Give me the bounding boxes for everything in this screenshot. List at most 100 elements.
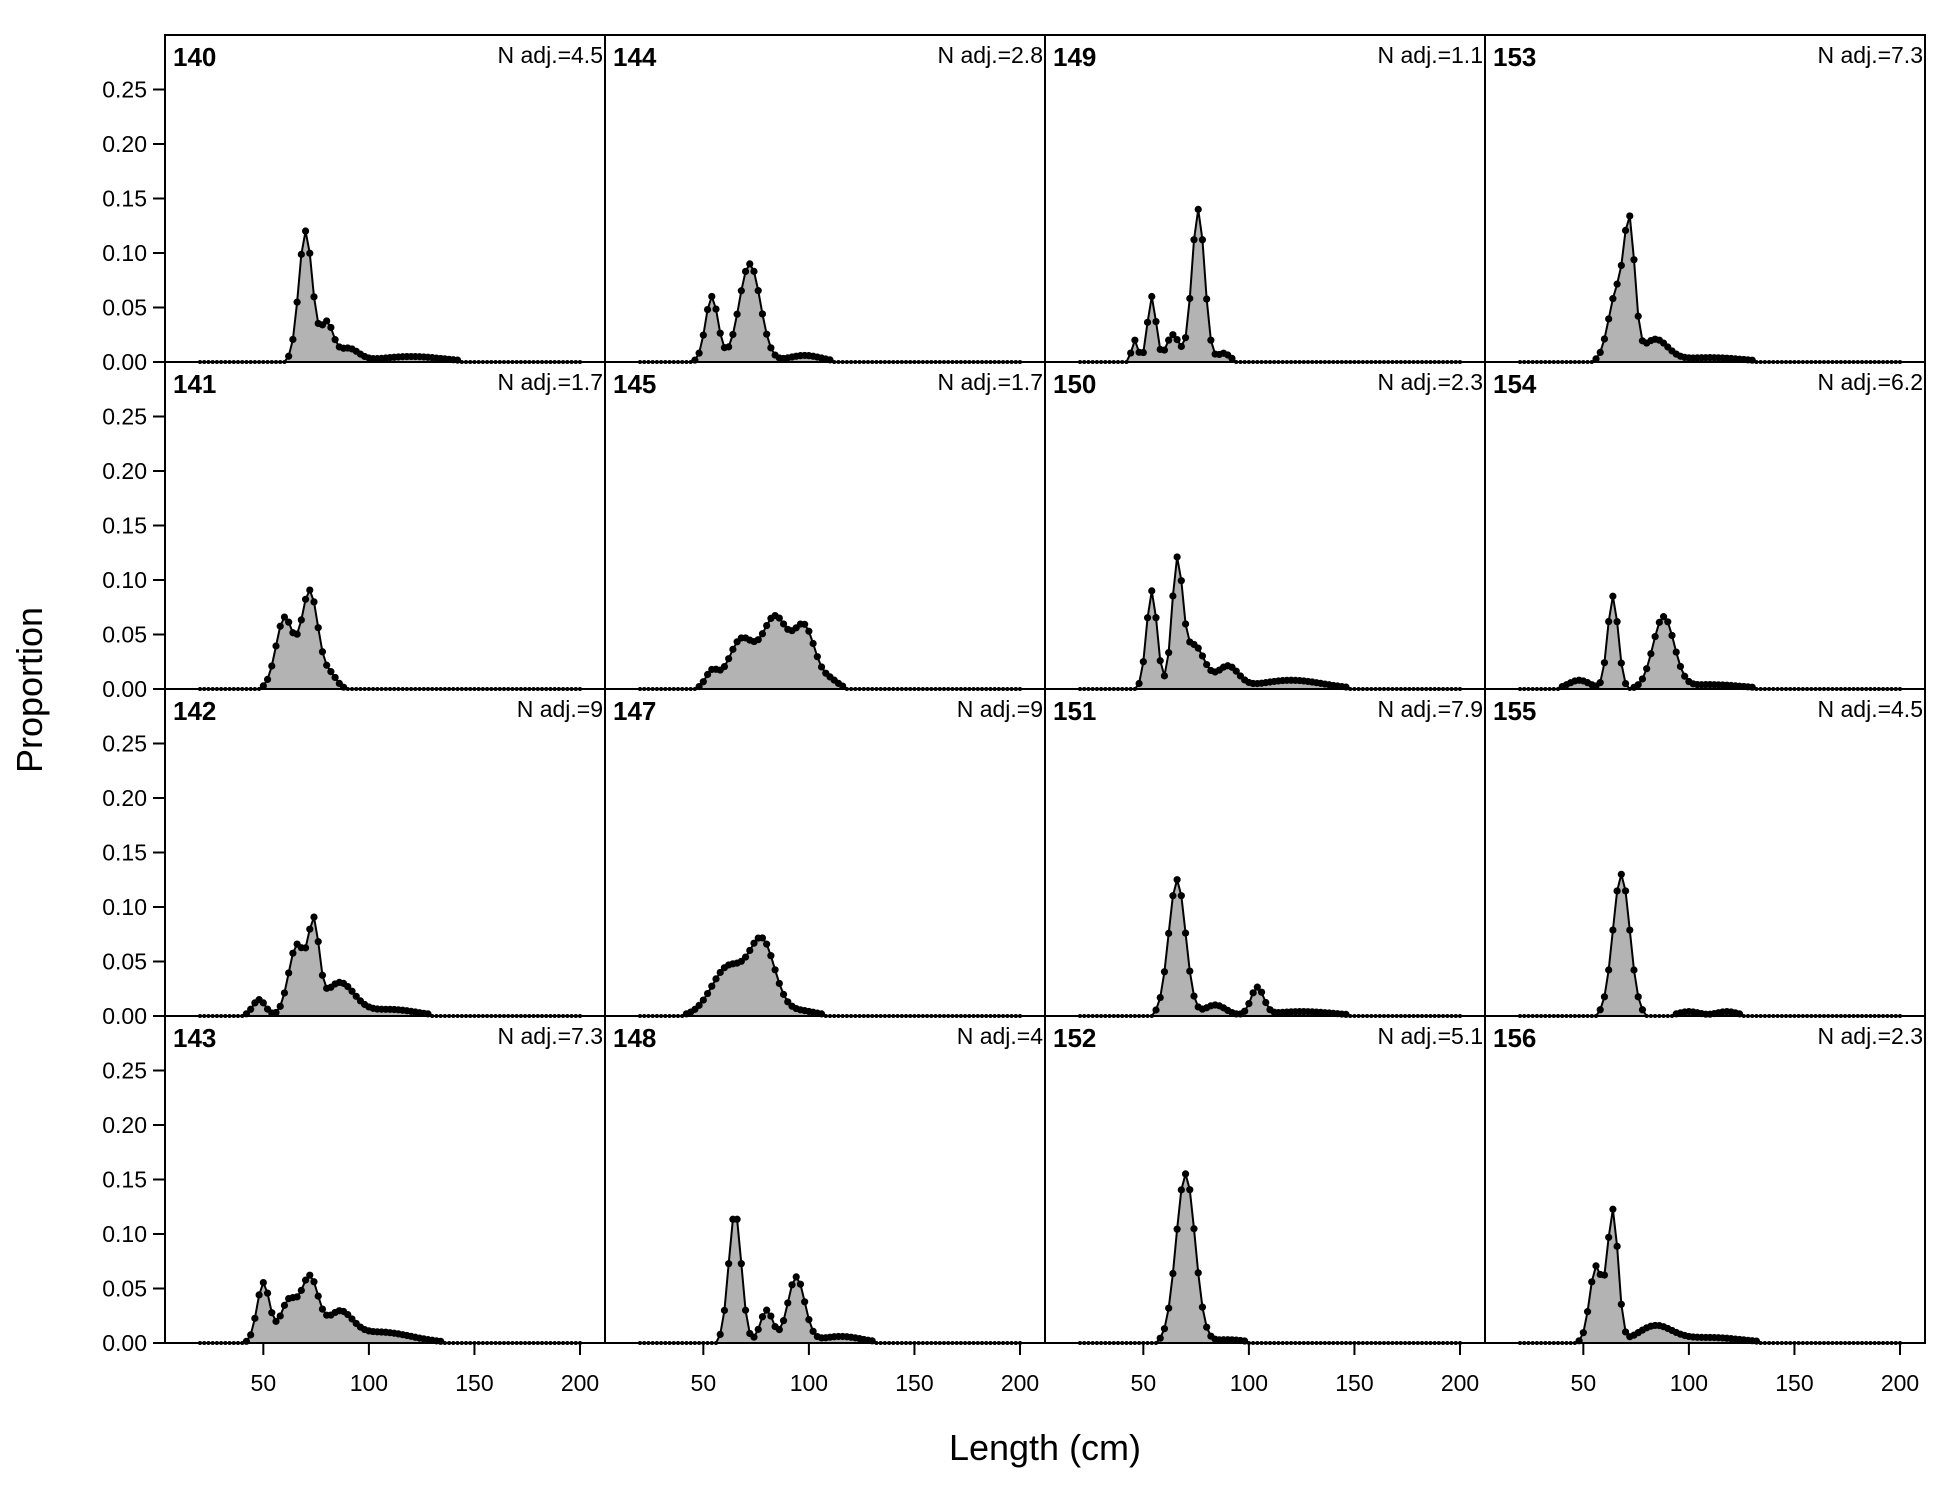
data-point	[758, 630, 767, 638]
data-point	[1600, 335, 1609, 343]
panel-frame	[1044, 1015, 1486, 1344]
data-point	[699, 678, 707, 686]
panel-frame	[164, 688, 606, 1017]
data-point	[1173, 876, 1181, 884]
data-point	[758, 934, 767, 942]
data-point	[1613, 280, 1621, 288]
data-point	[314, 624, 322, 632]
data-point	[775, 614, 783, 622]
data-point	[1131, 336, 1139, 344]
panel-148: 148 N adj.=4	[604, 1015, 1046, 1345]
data-point	[1139, 658, 1147, 666]
panel-154: 154 N adj.=6.2	[1484, 361, 1926, 691]
panel-title: 149	[1053, 42, 1096, 72]
data-point	[289, 335, 297, 344]
data-point	[767, 1312, 775, 1320]
data-point	[1613, 618, 1621, 626]
distribution-area	[200, 590, 580, 689]
data-point	[318, 971, 327, 979]
data-point	[1173, 553, 1181, 561]
panel-frame	[604, 34, 1046, 363]
data-point	[1626, 926, 1634, 934]
distribution-area	[640, 1219, 1020, 1343]
y-tick-label: 0.25	[102, 77, 147, 103]
panel-n-adj: N adj.=1.7	[498, 369, 604, 395]
data-point	[775, 979, 783, 988]
data-point	[767, 344, 775, 352]
data-point	[758, 310, 767, 318]
distribution-area	[640, 615, 1020, 689]
data-point	[1609, 592, 1617, 600]
data-point	[1143, 614, 1152, 622]
x-tick-label: 100	[1230, 1370, 1268, 1396]
data-point	[259, 999, 267, 1007]
data-point	[255, 1291, 263, 1299]
data-point	[703, 989, 712, 998]
data-point	[1165, 649, 1173, 657]
data-point	[716, 329, 724, 337]
data-point	[737, 1260, 745, 1268]
data-point	[720, 663, 729, 671]
panel-title: 154	[1493, 369, 1537, 399]
y-tick-label: 0.10	[102, 894, 147, 920]
data-point	[306, 1271, 314, 1279]
data-point	[301, 595, 310, 603]
y-tick-label: 0.00	[102, 1003, 147, 1029]
data-point	[297, 1286, 305, 1294]
data-point	[276, 1002, 284, 1010]
x-tick-label: 100	[790, 1370, 828, 1396]
data-point	[1186, 1186, 1194, 1194]
panel-title: 155	[1493, 696, 1536, 726]
data-point	[1613, 1242, 1621, 1250]
distribution-line	[1520, 1209, 1900, 1344]
panel-title: 153	[1493, 42, 1536, 72]
distribution-area	[1520, 1209, 1900, 1343]
data-point	[268, 1309, 276, 1317]
data-point	[314, 938, 322, 946]
data-point	[1194, 1269, 1202, 1277]
data-point	[314, 1292, 322, 1300]
data-point	[1186, 967, 1194, 975]
data-point	[1165, 1304, 1173, 1312]
distribution-area	[1520, 874, 1900, 1016]
data-point	[788, 1281, 796, 1289]
data-point	[1617, 1300, 1625, 1308]
panel-143: 143 N adj.=7.3	[164, 1015, 606, 1345]
data-point	[1156, 1334, 1164, 1342]
distribution-area	[1080, 879, 1460, 1016]
data-point	[746, 946, 754, 955]
data-point	[293, 298, 301, 306]
data-point	[306, 925, 314, 933]
panel-n-adj: N adj.=7.3	[498, 1023, 604, 1049]
data-point	[750, 267, 758, 275]
data-point	[771, 966, 779, 974]
panel-title: 141	[173, 369, 216, 399]
data-point	[1245, 1000, 1253, 1008]
data-point	[285, 618, 293, 626]
y-tick-label: 0.20	[102, 458, 147, 484]
data-point	[289, 949, 297, 957]
data-point	[348, 1315, 356, 1323]
panel-141: 141 N adj.=1.7	[164, 361, 606, 691]
panels-layer: 140 N adj.=4.5 141 N adj.=1.7 142 N adj.=9 143…	[164, 34, 1926, 1345]
panel-frame	[604, 361, 1046, 690]
panel-145: 145 N adj.=1.7	[604, 361, 1046, 691]
data-point	[1228, 354, 1236, 363]
data-point	[839, 682, 847, 690]
data-point	[805, 1316, 813, 1324]
panel-144: 144 N adj.=2.8	[604, 34, 1046, 364]
y-tick-label: 0.05	[102, 949, 147, 975]
data-point	[801, 1298, 809, 1306]
data-point	[1181, 620, 1190, 628]
data-point	[1135, 679, 1143, 688]
data-point	[1203, 660, 1211, 669]
data-point	[1186, 294, 1194, 303]
x-tick-label: 50	[1131, 1370, 1157, 1396]
panel-title: 147	[613, 696, 656, 726]
data-point	[1169, 592, 1177, 600]
data-point	[1621, 226, 1630, 234]
y-axis-title: Proportion	[9, 607, 50, 773]
y-tick-label: 0.05	[102, 622, 147, 648]
data-point	[1634, 681, 1642, 689]
data-point	[1203, 295, 1211, 303]
